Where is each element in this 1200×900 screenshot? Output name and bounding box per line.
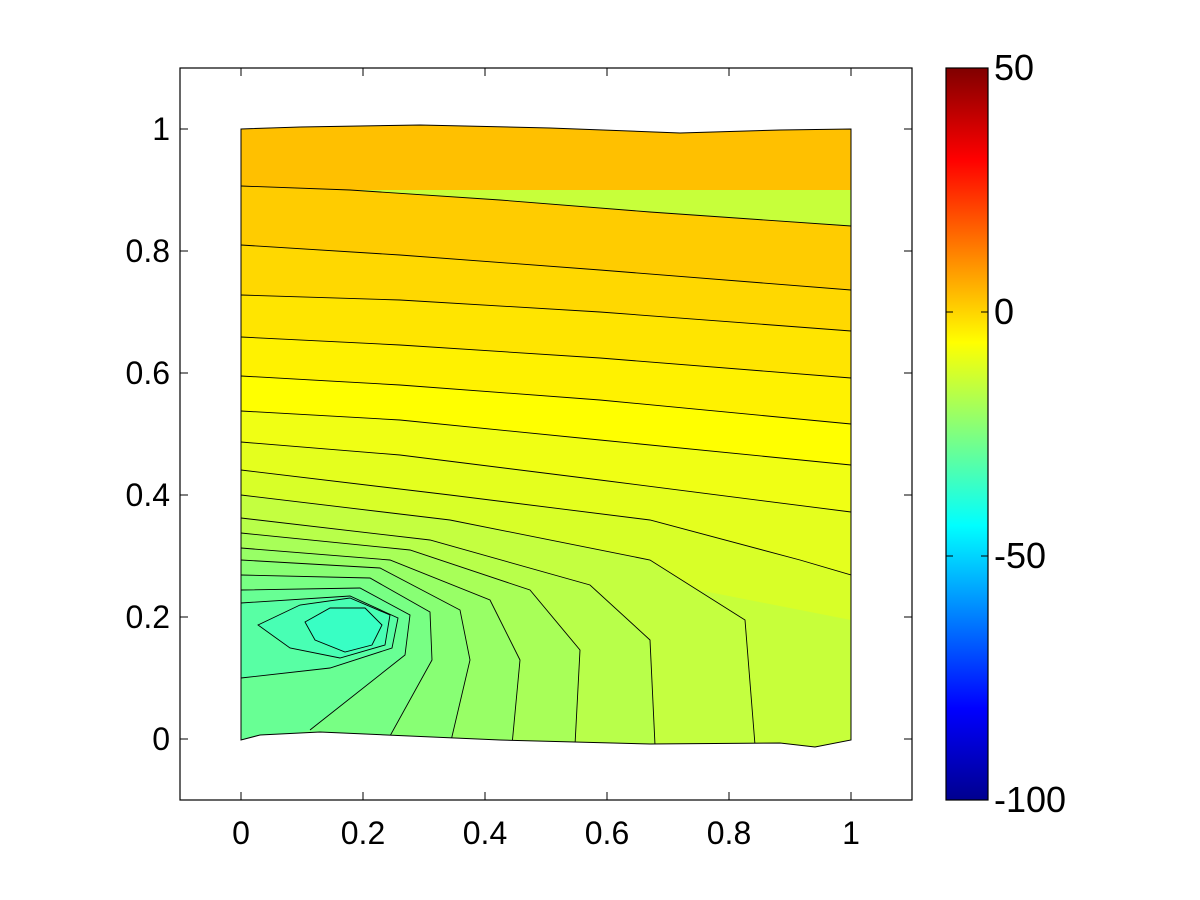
x-tick-label: 0.4 <box>463 815 507 851</box>
y-tick-label: 0.4 <box>126 477 170 513</box>
band-3 <box>241 245 851 331</box>
x-tick-label: 0 <box>232 815 250 851</box>
x-tick-label: 0.6 <box>585 815 629 851</box>
colorbar <box>945 67 989 801</box>
axis-ticks <box>180 68 912 800</box>
x-tick-label: 0.2 <box>341 815 385 851</box>
colorbar-label: 50 <box>994 47 1034 88</box>
core-center <box>305 608 382 652</box>
band-6 <box>241 376 851 465</box>
y-tick-label: 0.8 <box>126 233 170 269</box>
y-tick-label: 0.6 <box>126 355 170 391</box>
band-5 <box>241 337 851 424</box>
x-tick-labels: 0 0.2 0.4 0.6 0.8 1 <box>232 815 860 851</box>
x-tick-label: 1 <box>842 815 860 851</box>
domain-outline <box>240 124 852 748</box>
y-tick-label: 0 <box>152 721 170 757</box>
y-tick-label: 0.2 <box>126 599 170 635</box>
colorbar-label: -100 <box>994 779 1066 820</box>
colorbar-label: -50 <box>994 535 1046 576</box>
colorbar-labels: 50 0 -50 -100 <box>994 47 1066 820</box>
x-tick-label: 0.8 <box>707 815 751 851</box>
colorbar-label: 0 <box>994 291 1014 332</box>
contour-field <box>241 125 851 747</box>
band-7 <box>241 411 851 512</box>
band-4 <box>241 295 851 378</box>
contour-lines <box>241 185 851 746</box>
y-tick-labels: 0 0.2 0.4 0.6 0.8 1 <box>126 111 170 757</box>
band-top <box>241 125 851 190</box>
y-tick-label: 1 <box>152 111 170 147</box>
colorbar-ticks <box>946 67 988 801</box>
